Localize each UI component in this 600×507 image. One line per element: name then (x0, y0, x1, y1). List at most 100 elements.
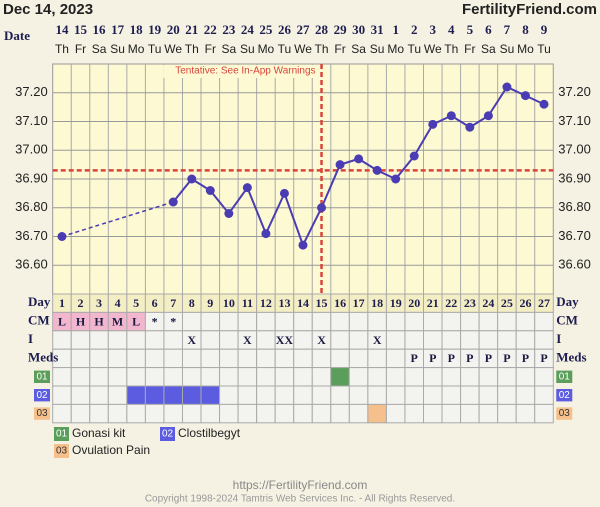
y-tick-label: 37.00 (15, 142, 48, 157)
cell (441, 367, 462, 387)
weekday-label: Mo (128, 42, 145, 56)
weekday-label: Mo (517, 42, 534, 56)
cell (534, 367, 554, 387)
cell (441, 330, 462, 350)
date-label: 5 (467, 22, 474, 37)
cell (515, 311, 536, 332)
cell-text: 16 (334, 296, 346, 310)
date-label: 29 (334, 22, 348, 37)
row-code-box-right (556, 407, 573, 420)
row-code: 02 (36, 390, 48, 401)
cell-text: 22 (445, 296, 457, 310)
weekday-label: We (424, 42, 442, 56)
cell-text: * (152, 314, 158, 328)
y-tick-label-right: 36.90 (558, 170, 591, 185)
date-label: 15 (74, 22, 88, 37)
cell (311, 403, 332, 424)
row-label-right: Day (556, 294, 579, 309)
weekday-label: Sa (351, 42, 366, 56)
cell (404, 330, 424, 350)
marked-cell (200, 385, 221, 405)
cell (274, 403, 295, 424)
cell-text: 8 (189, 296, 195, 310)
weekday-label: Mo (258, 42, 275, 56)
cell (478, 385, 499, 405)
cell (330, 311, 350, 332)
temperature-point (354, 154, 364, 164)
row-label-right: CM (556, 313, 578, 328)
cell (274, 367, 295, 387)
date-label: 22 (204, 22, 217, 37)
weekday-label: Sa (481, 42, 496, 56)
weekday-label: Th (185, 42, 199, 56)
cell-text: 3 (96, 296, 102, 310)
cell (515, 403, 536, 424)
date-label: 3 (430, 22, 437, 37)
cell (126, 403, 146, 424)
weekday-label: Sa (92, 42, 107, 56)
cell (311, 311, 332, 332)
row-code-right: 01 (559, 371, 571, 382)
cell (534, 403, 554, 424)
temperature-point (279, 188, 289, 198)
cell-text: 27 (538, 296, 550, 310)
row-label-right: I (556, 331, 561, 346)
cell-text: H (94, 314, 104, 328)
y-tick-label: 37.20 (15, 84, 48, 99)
row-label: Meds (28, 349, 58, 364)
cell (515, 330, 536, 350)
cell-text: L (58, 314, 66, 328)
row-code-box (34, 370, 50, 383)
cell (107, 403, 128, 424)
gap-connector (61, 201, 174, 238)
row-label: I (28, 331, 33, 346)
cell (348, 403, 369, 424)
legend-code: 03 (56, 446, 68, 457)
y-tick-label: 36.60 (15, 257, 48, 272)
cell (311, 348, 332, 369)
y-tick-label-right: 37.10 (558, 113, 591, 128)
cell (256, 311, 276, 332)
weekday-label: Tu (537, 42, 551, 56)
cell (219, 348, 239, 369)
cell-text: 5 (133, 296, 139, 310)
cell (404, 311, 424, 332)
cell (144, 330, 165, 350)
cell-text: 17 (353, 296, 365, 310)
cell (497, 385, 517, 405)
cell (293, 367, 313, 387)
cell-text: 12 (260, 296, 272, 310)
temperature-point (483, 111, 493, 121)
cell (237, 385, 258, 405)
date-label: 4 (448, 22, 455, 37)
cell-text: P (466, 351, 473, 365)
footer-copyright: Copyright 1998-2024 Tamtris Web Services… (145, 494, 455, 505)
cell (423, 403, 443, 424)
temperature-point (205, 186, 215, 195)
legend-swatch (54, 427, 69, 441)
cell (385, 330, 406, 350)
cell (460, 385, 480, 405)
row-label-right: Meds (556, 349, 586, 364)
cell-text: 26 (519, 296, 531, 310)
temperature-point (242, 183, 252, 193)
cell-text: P (522, 351, 529, 365)
cell (293, 311, 313, 332)
cell-text: P (448, 351, 455, 365)
cell-text: 24 (482, 296, 494, 310)
cell (219, 367, 239, 387)
cell-text: X (373, 333, 382, 347)
cell (200, 311, 221, 332)
cell (200, 330, 221, 350)
cell (385, 367, 406, 387)
temperature-point (168, 197, 178, 207)
cell (126, 348, 146, 369)
cell (330, 348, 350, 369)
cell-text: 15 (316, 296, 328, 310)
temperature-point (335, 160, 345, 170)
cell (293, 385, 313, 405)
cell (515, 367, 536, 387)
cell (126, 330, 146, 350)
cell (348, 311, 369, 332)
date-label: 27 (296, 22, 310, 37)
